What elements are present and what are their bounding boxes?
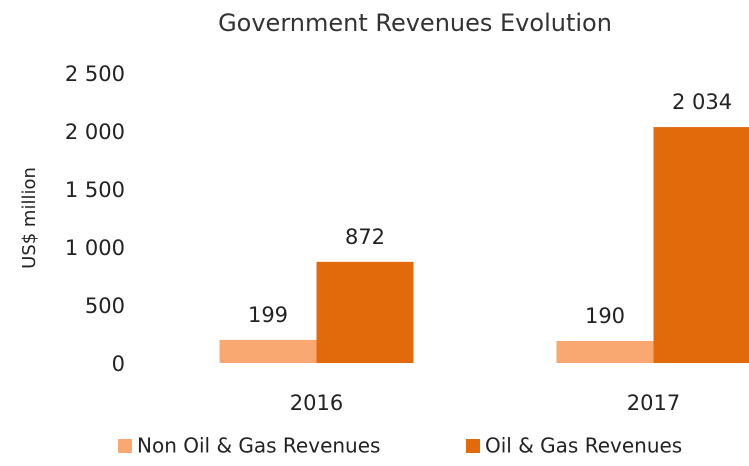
y-tick-label: 1 500 (65, 178, 125, 202)
x-tick-label: 2016 (290, 391, 343, 415)
y-tick-label: 2 500 (65, 62, 125, 86)
bar (219, 339, 317, 363)
y-tick-label: 1 000 (65, 236, 125, 260)
value-label: 190 (585, 304, 625, 328)
chart-title: Government Revenues Evolution (218, 9, 612, 37)
value-label: 872 (345, 225, 385, 249)
y-tick-label: 500 (85, 294, 125, 318)
legend-swatch (466, 439, 480, 453)
bar (316, 261, 414, 363)
bar (556, 340, 654, 363)
bar (653, 127, 749, 363)
legend-text: Oil & Gas Revenues (485, 434, 682, 458)
legend-swatch (118, 439, 132, 453)
y-tick-label: 2 000 (65, 120, 125, 144)
value-label: 2 034 (672, 90, 732, 114)
y-tick-label: 0 (112, 352, 125, 376)
y-axis-label: US$ million (19, 167, 40, 269)
value-label: 199 (248, 303, 288, 327)
legend-text: Non Oil & Gas Revenues (137, 434, 380, 458)
x-tick-label: 2017 (627, 391, 680, 415)
